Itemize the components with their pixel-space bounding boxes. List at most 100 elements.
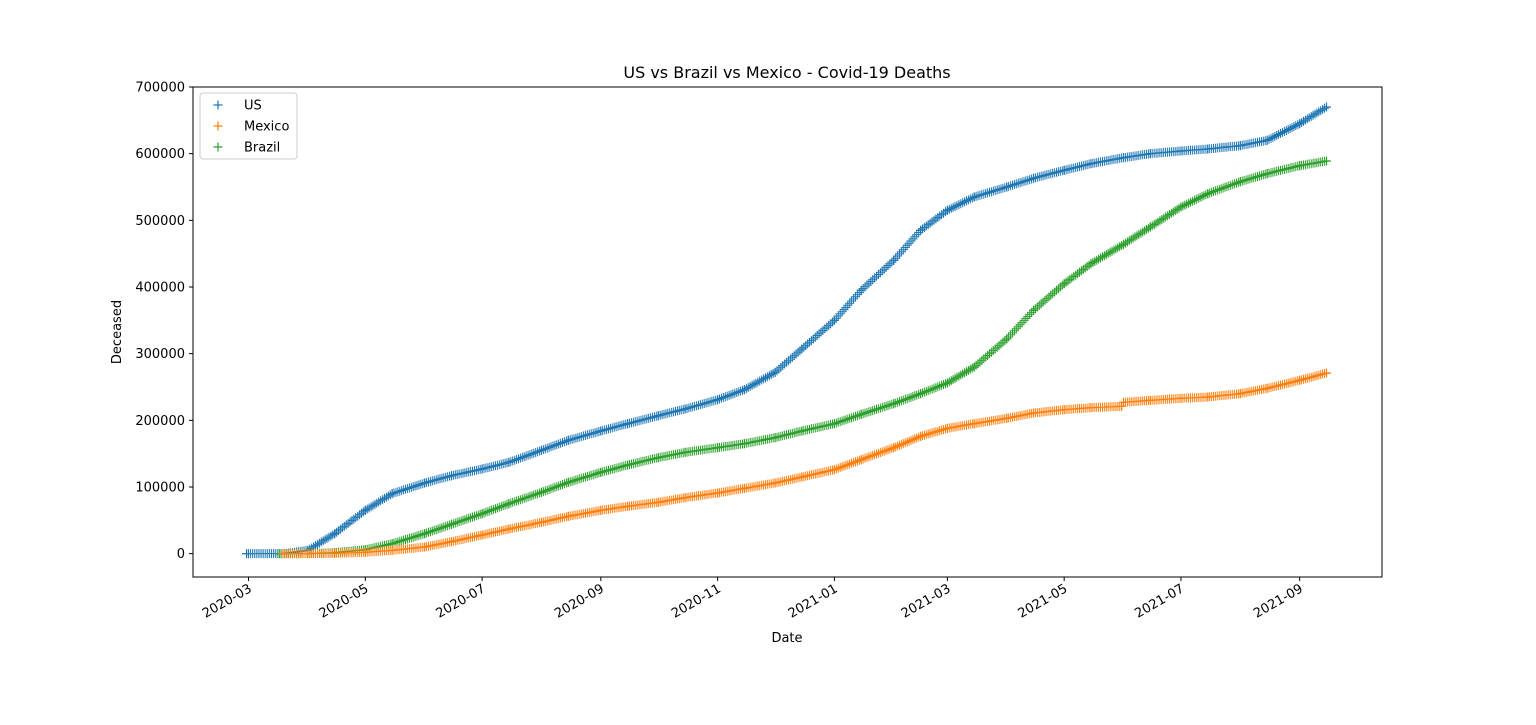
data-point — [1295, 119, 1305, 129]
data-point — [504, 457, 514, 467]
data-point — [420, 529, 430, 539]
data-point — [360, 547, 370, 557]
data-point — [1029, 305, 1039, 315]
y-tick-label: 400000 — [135, 281, 185, 296]
data-point — [623, 419, 633, 429]
data-point — [916, 225, 926, 235]
legend-marker — [213, 121, 223, 131]
data-point — [1262, 169, 1272, 179]
data-point — [477, 530, 487, 540]
legend-item-mexico: Mexico — [213, 120, 289, 135]
data-point — [889, 255, 899, 265]
data-point — [1145, 149, 1155, 159]
data-point — [713, 395, 723, 405]
legend-marker — [213, 142, 223, 152]
data-point — [1321, 368, 1331, 378]
data-point — [1235, 141, 1245, 151]
data-point — [797, 344, 807, 354]
data-point — [1002, 182, 1012, 192]
data-point — [713, 488, 723, 498]
data-point — [536, 445, 546, 455]
data-point — [623, 501, 633, 511]
data-point — [596, 426, 606, 436]
data-point — [770, 478, 780, 488]
plot-frame — [192, 86, 1383, 578]
data-point — [889, 443, 899, 453]
data-point — [1059, 165, 1069, 175]
data-point — [829, 315, 839, 325]
data-point — [420, 542, 430, 552]
legend-marker — [213, 100, 223, 110]
data-point — [330, 548, 340, 558]
data-point — [596, 505, 606, 515]
data-point — [1029, 408, 1039, 418]
series-us — [242, 102, 1331, 559]
data-point — [563, 477, 573, 487]
data-point — [360, 505, 370, 515]
y-axis-title: Deceased — [110, 300, 125, 364]
data-point — [653, 453, 663, 463]
legend-item-us: US — [213, 99, 262, 114]
data-point — [1119, 397, 1129, 407]
data-point — [739, 483, 749, 493]
data-point — [829, 419, 839, 429]
legend-box — [199, 92, 298, 160]
y-tick-label: 200000 — [135, 414, 185, 429]
data-point — [969, 362, 979, 372]
data-point — [1321, 102, 1331, 112]
data-point — [1059, 405, 1069, 415]
data-point — [563, 435, 573, 445]
y-tick-label: 300000 — [135, 347, 185, 362]
data-point — [829, 465, 839, 475]
y-tick-label: 500000 — [135, 214, 185, 229]
x-axis-title: Date — [771, 631, 802, 646]
data-point — [680, 493, 690, 503]
data-point — [916, 431, 926, 441]
data-point — [1235, 177, 1245, 187]
data-point — [1119, 153, 1129, 163]
data-point — [1117, 401, 1127, 411]
data-point — [1145, 222, 1155, 232]
series-brazil — [274, 156, 1331, 559]
data-point — [653, 411, 663, 421]
data-point — [1086, 259, 1096, 269]
data-point — [536, 487, 546, 497]
data-point — [797, 472, 807, 482]
y-tick-label: 100000 — [135, 481, 185, 496]
data-point — [1119, 239, 1129, 249]
data-point — [504, 524, 514, 534]
data-point — [623, 460, 633, 470]
data-point — [1262, 135, 1272, 145]
data-point — [1321, 156, 1331, 166]
data-point — [1203, 189, 1213, 199]
data-point — [739, 439, 749, 449]
data-point — [446, 519, 456, 529]
data-point — [1295, 161, 1305, 171]
data-point — [942, 205, 952, 215]
data-point — [1203, 392, 1213, 402]
data-point — [856, 409, 866, 419]
data-point — [1059, 279, 1069, 289]
data-point — [1029, 173, 1039, 183]
data-point — [1295, 375, 1305, 385]
y-tick-label: 0 — [177, 547, 185, 562]
data-point — [713, 443, 723, 453]
data-point — [504, 499, 514, 509]
data-point — [770, 433, 780, 443]
data-point — [856, 285, 866, 295]
legend-label: Brazil — [244, 141, 280, 156]
data-point — [420, 478, 430, 488]
legend: US Mexico Brazil — [199, 92, 298, 160]
data-point — [1002, 413, 1012, 423]
data-point — [446, 537, 456, 547]
legend-label: US — [244, 99, 262, 114]
data-point — [387, 545, 397, 555]
data-point — [1235, 389, 1245, 399]
y-tick-label: 700000 — [135, 81, 185, 96]
data-point — [1262, 383, 1272, 393]
data-point — [942, 378, 952, 388]
data-point — [242, 549, 252, 559]
data-point — [1176, 393, 1186, 403]
